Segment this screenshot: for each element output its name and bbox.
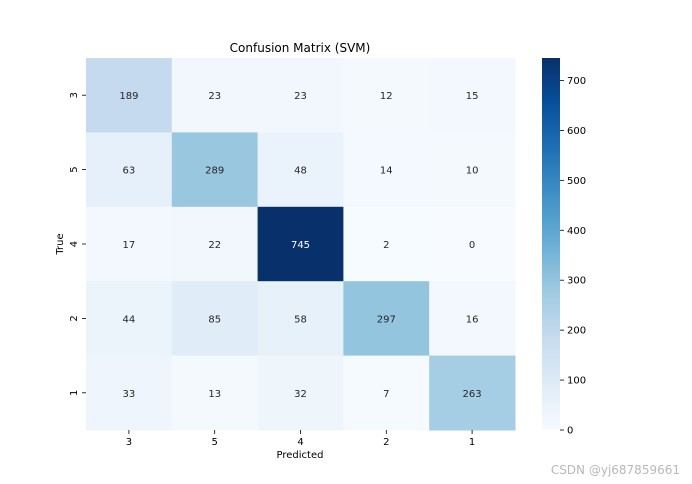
heatmap-cell (343, 355, 430, 431)
heatmap-cell (429, 281, 516, 357)
cell-value-label: 16 (466, 314, 479, 325)
cell-value-label: 14 (380, 166, 393, 177)
colorbar-tick-label: 500 (567, 176, 586, 187)
heatmap-cell (257, 206, 344, 282)
cell-value-label: 48 (294, 166, 307, 177)
heatmap-cell (257, 132, 344, 208)
cell-value-label: 10 (466, 166, 479, 177)
heatmap-cell (171, 58, 259, 133)
chart-title: Confusion Matrix (SVM) (230, 41, 371, 55)
cell-value-label: 289 (205, 166, 224, 177)
cell-value-label: 12 (380, 91, 393, 102)
colorbar-tick-label: 700 (567, 76, 586, 87)
cell-value-label: 2 (383, 240, 389, 251)
cell-value-label: 13 (208, 389, 221, 400)
cell-value-label: 263 (463, 389, 482, 400)
heatmap-cell (171, 355, 259, 431)
cell-value-label: 63 (123, 166, 136, 177)
y-tick-label: 2 (69, 315, 80, 321)
heatmap-cell (171, 281, 259, 357)
cell-value-label: 23 (294, 91, 307, 102)
colorbar-tick-label: 300 (567, 276, 586, 287)
heatmap-cell (257, 355, 344, 431)
cell-value-label: 33 (123, 389, 136, 400)
heatmap-cell (429, 355, 516, 431)
cell-value-label: 0 (469, 240, 475, 251)
heatmap-cell (343, 206, 430, 282)
cell-value-label: 23 (208, 91, 221, 102)
cell-value-label: 22 (208, 240, 221, 251)
colorbar-tick-label: 0 (567, 426, 573, 437)
heatmap-cell (343, 58, 430, 133)
y-axis-ticks: 3 5 4 2 1 (69, 92, 86, 396)
cell-value-label: 44 (123, 314, 136, 325)
cell-value-label: 32 (294, 389, 307, 400)
cell-value-label: 17 (123, 240, 136, 251)
cell-value-label: 58 (294, 314, 307, 325)
x-axis-ticks: 3 5 4 2 1 (126, 430, 475, 448)
x-tick-label: 3 (126, 437, 132, 448)
cell-value-label: 745 (291, 240, 310, 251)
heatmap-cell (86, 58, 173, 133)
y-tick-label: 1 (69, 390, 80, 396)
y-tick-label: 5 (69, 166, 80, 172)
heatmap-cell (257, 58, 344, 133)
heatmap-cell (429, 132, 516, 208)
colorbar-tick-label: 200 (567, 326, 586, 337)
heatmap-cells: 189 23 23 12 15 63 289 48 14 10 17 22 745 2 0 44 85 58 297… (86, 58, 516, 431)
x-tick-label: 1 (469, 437, 475, 448)
cell-value-label: 189 (119, 91, 138, 102)
colorbar-tick-label: 400 (567, 226, 586, 237)
x-axis-label: Predicted (277, 450, 324, 461)
heatmap-cell (86, 132, 173, 208)
colorbar-tick-label: 600 (567, 126, 586, 137)
heatmap-cell (86, 355, 173, 431)
heatmap-cell (343, 281, 430, 357)
heatmap-cell (429, 58, 516, 133)
watermark: CSDN @yj687859661 (550, 463, 680, 477)
colorbar-ticks: 0 100 200 300 400 500 600 700 (560, 76, 586, 437)
heatmap-cell (429, 206, 516, 282)
y-axis-label: True (55, 233, 66, 255)
heatmap-cell (171, 132, 259, 208)
colorbar (542, 58, 560, 430)
heatmap-cell (343, 132, 430, 208)
x-tick-label: 2 (383, 437, 389, 448)
y-tick-label: 3 (69, 92, 80, 98)
heatmap-cell (257, 281, 344, 357)
cell-value-label: 85 (208, 314, 221, 325)
cell-value-label: 7 (383, 389, 389, 400)
heatmap-cell (171, 206, 259, 282)
heatmap-cell (86, 206, 173, 282)
cell-value-label: 297 (377, 314, 396, 325)
x-tick-label: 4 (297, 437, 303, 448)
x-tick-label: 5 (212, 437, 218, 448)
heatmap-cell (86, 281, 173, 357)
cell-value-label: 15 (466, 91, 479, 102)
y-tick-label: 4 (69, 241, 80, 247)
colorbar-tick-label: 100 (567, 376, 586, 387)
